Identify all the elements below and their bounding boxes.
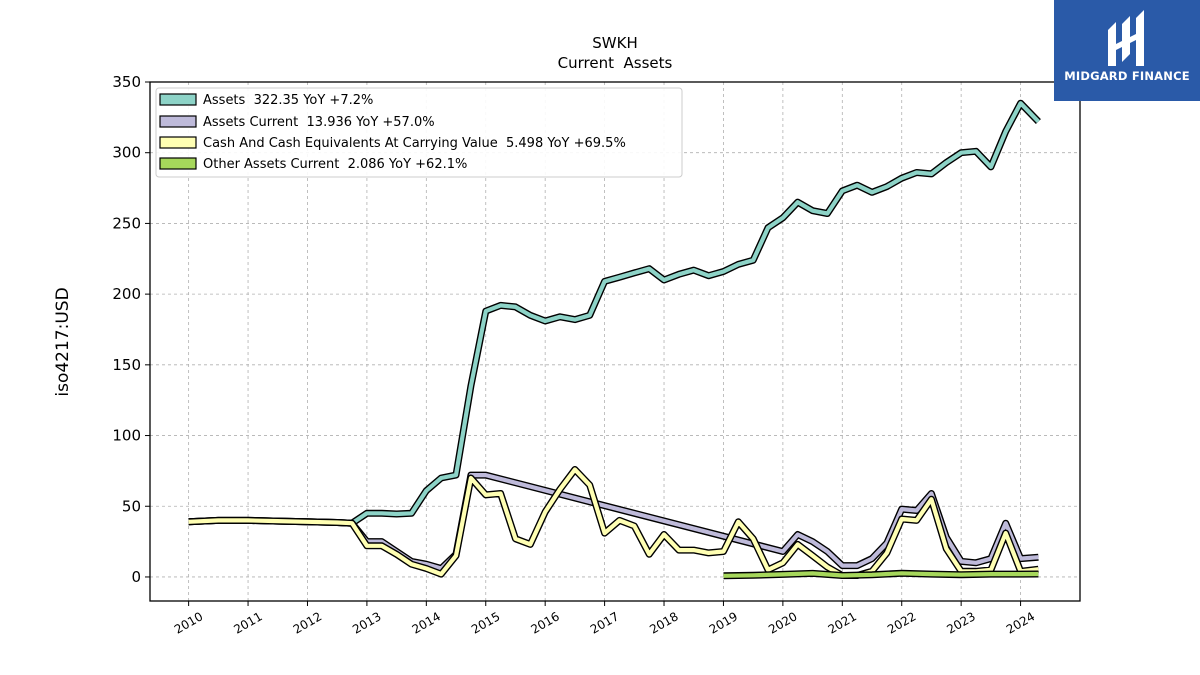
x-tick-label: 2022	[885, 609, 918, 636]
legend-swatch-cash	[159, 136, 197, 149]
y-tick-label: 200	[112, 285, 141, 303]
x-tick-label: 2023	[944, 609, 977, 636]
y-tick-label: 350	[112, 73, 141, 91]
legend-label-cash: Cash And Cash Equivalents At Carrying Va…	[203, 136, 626, 151]
x-tick-label: 2015	[469, 609, 502, 636]
legend-swatch-assets-current	[159, 115, 197, 128]
brand-name: MIDGARD FINANCE	[1064, 69, 1190, 83]
x-tick-label: 2021	[826, 609, 859, 636]
x-tick-label: 2010	[172, 609, 205, 636]
legend-swatch-other-assets	[159, 157, 197, 170]
x-tick-label: 2016	[528, 609, 561, 636]
y-tick-label: 0	[131, 568, 141, 586]
x-tick-label: 2019	[707, 609, 740, 636]
series-line-assets	[188, 101, 1040, 526]
y-tick-label: 250	[112, 214, 141, 232]
y-tick-label: 50	[122, 497, 141, 515]
series-lines	[188, 99, 1041, 580]
y-tick-label: 100	[112, 427, 141, 445]
x-tick-label: 2020	[766, 609, 799, 636]
x-tick-label: 2011	[231, 609, 264, 636]
x-tick-label: 2024	[1004, 609, 1037, 636]
x-tick-label: 2018	[647, 609, 680, 636]
x-tick-label: 2017	[588, 609, 621, 636]
series-line-other-assets-current	[723, 571, 1039, 578]
plot-frame	[149, 81, 1081, 602]
y-tick-label: 150	[112, 356, 141, 374]
y-tick-label: 300	[112, 144, 141, 162]
legend-label-assets-current: Assets Current 13.936 YoY +57.0%	[203, 115, 435, 130]
legend-label-assets: Assets 322.35 YoY +7.2%	[203, 93, 373, 108]
y-axis-label: iso4217:USD	[53, 287, 73, 396]
chart-title: SWKH	[592, 34, 637, 52]
x-tick-label: 2014	[410, 609, 443, 636]
brand-mark-icon	[1108, 10, 1144, 66]
legend-label-other-assets: Other Assets Current 2.086 YoY +62.1%	[203, 157, 467, 172]
series-line-cash-equivalents	[188, 467, 1039, 578]
x-tick-label: 2013	[350, 609, 383, 636]
chart-subtitle: Current Assets	[558, 54, 673, 72]
legend: Assets 322.35 YoY +7.2% Assets Current 1…	[155, 87, 683, 178]
brand-logo: MIDGARD FINANCE	[1054, 0, 1200, 101]
x-tick-label: 2012	[291, 609, 324, 636]
legend-swatch-assets	[159, 93, 197, 106]
legend-box	[155, 87, 683, 178]
